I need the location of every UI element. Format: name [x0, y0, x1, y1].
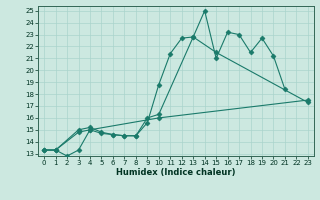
X-axis label: Humidex (Indice chaleur): Humidex (Indice chaleur) — [116, 168, 236, 177]
